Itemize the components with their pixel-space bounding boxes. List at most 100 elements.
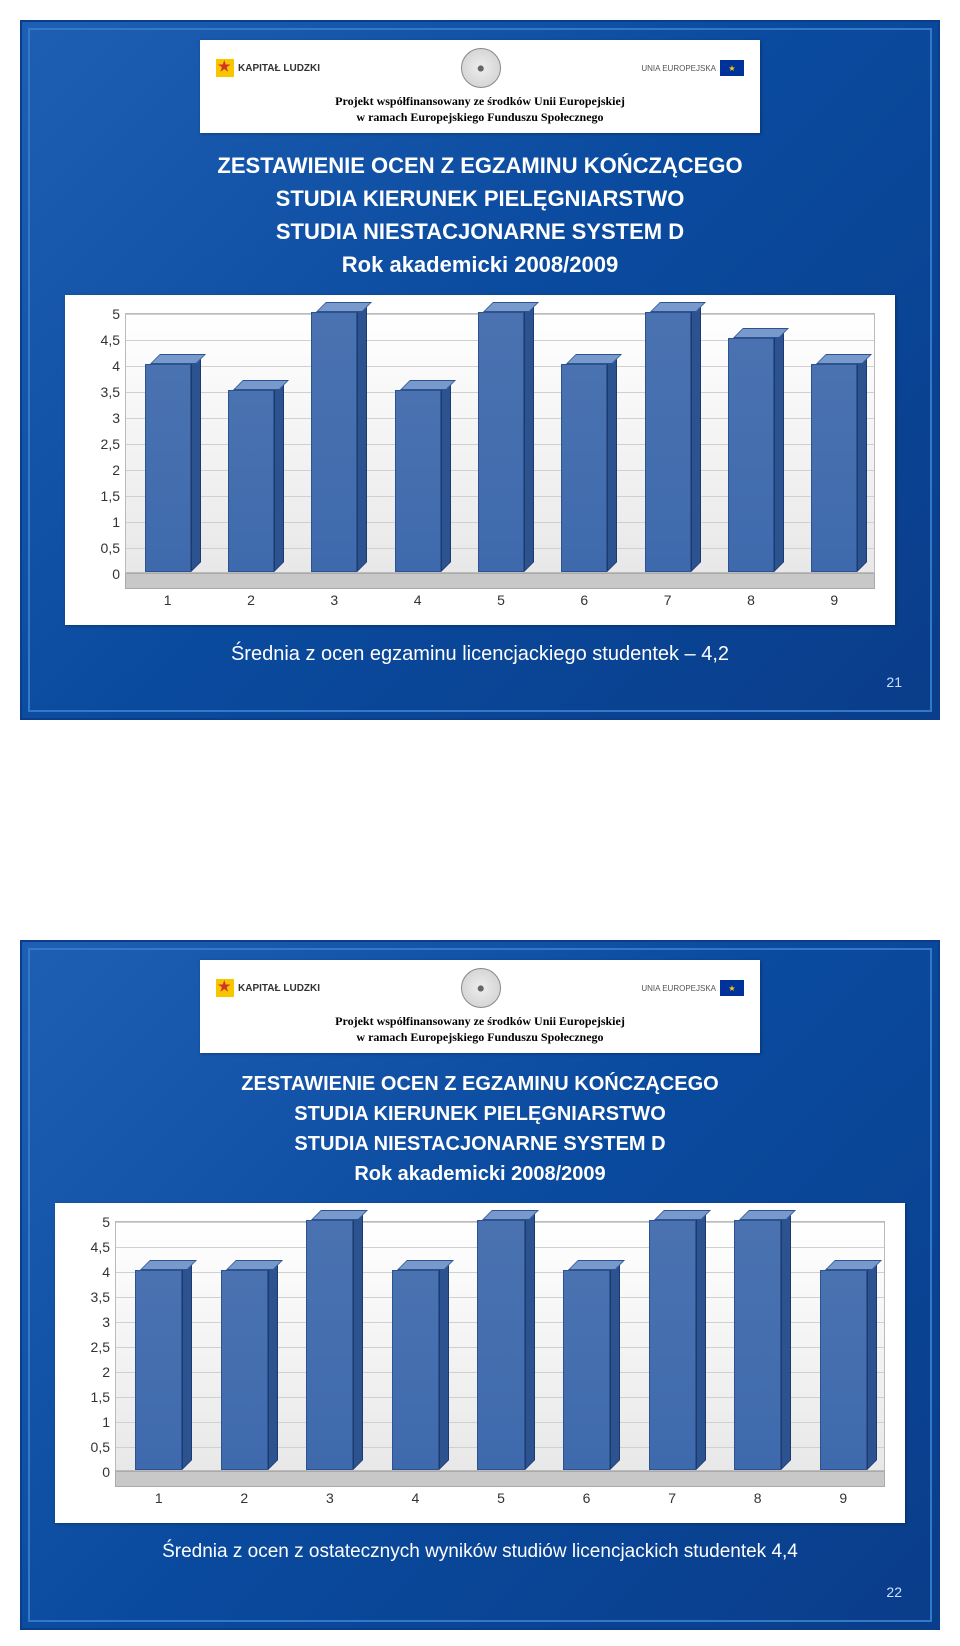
header-logos: KAPITAŁ LUDZKI ⬤ UNIA EUROPEJSKA ★ [216,48,744,88]
x-axis-label: 4 [414,592,422,608]
y-axis-label: 2,5 [101,436,126,452]
chart-bar [728,338,774,572]
y-axis-label: 2 [102,1364,116,1380]
y-axis-label: 0 [102,1464,116,1480]
chart-bar [649,1220,696,1470]
x-axis-label: 3 [326,1490,334,1506]
x-axis-label: 3 [330,592,338,608]
chart-bar [820,1270,867,1470]
logo-eu-2: UNIA EUROPEJSKA ★ [641,980,744,996]
x-axis-label: 8 [754,1490,762,1506]
slide-1: KAPITAŁ LUDZKI ⬤ UNIA EUROPEJSKA ★ Proje… [20,20,940,720]
y-axis-label: 1 [102,1414,116,1430]
y-axis-label: 1,5 [91,1389,116,1405]
y-axis-label: 4,5 [101,332,126,348]
y-axis-label: 0 [112,566,126,582]
x-axis-label: 7 [668,1490,676,1506]
header-line1-2: Projekt współfinansowany ze środków Unii… [216,1014,744,1030]
chart-bar [145,364,191,572]
x-axis-label: 7 [664,592,672,608]
header-box: KAPITAŁ LUDZKI ⬤ UNIA EUROPEJSKA ★ Proje… [200,40,760,133]
logo-left-text-2: KAPITAŁ LUDZKI [238,983,320,994]
x-axis-label: 1 [164,592,172,608]
slide-2: KAPITAŁ LUDZKI ⬤ UNIA EUROPEJSKA ★ Proje… [20,940,940,1630]
chart-bar [306,1220,353,1470]
header-line1: Projekt współfinansowany ze środków Unii… [216,94,744,110]
logo-left-text: KAPITAŁ LUDZKI [238,63,320,74]
chart-bar [563,1270,610,1470]
title-line: STUDIA KIERUNEK PIELĘGNIARSTWO [30,1099,930,1129]
y-axis-label: 3 [102,1314,116,1330]
chart-bar [477,1220,524,1470]
y-axis-label: 5 [102,1214,116,1230]
slide-1-footer: Średnia z ocen egzaminu licencjackiego s… [30,643,930,666]
title-line: ZESTAWIENIE OCEN Z EGZAMINU KOŃCZĄCEGO [30,149,930,182]
chart-floor [115,1471,885,1487]
y-axis-label: 3,5 [101,384,126,400]
y-axis-label: 3 [112,410,126,426]
y-axis-label: 2 [112,462,126,478]
page-number-1: 21 [886,674,902,690]
chart-bar [395,390,441,572]
title-line: Rok akademicki 2008/2009 [30,1159,930,1189]
slide-2-inner: KAPITAŁ LUDZKI ⬤ UNIA EUROPEJSKA ★ Proje… [28,948,932,1622]
chart-bar [811,364,857,572]
star-icon-2 [216,979,234,997]
title-line: STUDIA KIERUNEK PIELĘGNIARSTWO [30,182,930,215]
slide-2-title: ZESTAWIENIE OCEN Z EGZAMINU KOŃCZĄCEGOST… [30,1069,930,1189]
chart-bar [228,390,274,572]
y-axis-label: 0,5 [101,540,126,556]
chart-bar [478,312,524,572]
y-axis-label: 1,5 [101,488,126,504]
x-axis-label: 5 [497,592,505,608]
chart-floor [125,573,875,589]
academy-seal-icon: ⬤ [461,48,501,88]
y-axis-label: 4,5 [91,1239,116,1255]
title-line: ZESTAWIENIE OCEN Z EGZAMINU KOŃCZĄCEGO [30,1069,930,1099]
logo-eu: UNIA EUROPEJSKA ★ [641,60,744,76]
slide-1-title: ZESTAWIENIE OCEN Z EGZAMINU KOŃCZĄCEGOST… [30,149,930,281]
title-line: STUDIA NIESTACJONARNE SYSTEM D [30,1129,930,1159]
chart-bar [221,1270,268,1470]
logo-kapital-ludzki: KAPITAŁ LUDZKI [216,59,320,77]
slide-2-footer: Średnia z ocen z ostatecznych wyników st… [30,1541,930,1563]
slide-2-chart: 00,511,522,533,544,55123456789 [55,1203,905,1523]
footer-text-1: Średnia z ocen egzaminu licencjackiego s… [231,643,729,665]
logo-kapital-ludzki-2: KAPITAŁ LUDZKI [216,979,320,997]
x-axis-label: 1 [155,1490,163,1506]
x-axis-label: 4 [412,1490,420,1506]
chart-bar [561,364,607,572]
header-box-2: KAPITAŁ LUDZKI ⬤ UNIA EUROPEJSKA ★ Proje… [200,960,760,1053]
x-axis-label: 6 [580,592,588,608]
eu-flag-icon-2: ★ [720,980,744,996]
chart-plot-area: 00,511,522,533,544,55123456789 [115,1221,885,1471]
header-line2-2: w ramach Europejskiego Funduszu Społeczn… [216,1030,744,1046]
x-axis-label: 5 [497,1490,505,1506]
chart-bar [734,1220,781,1470]
x-axis-label: 9 [839,1490,847,1506]
footer-text-2: Średnia z ocen z ostatecznych wyników st… [162,1541,798,1562]
logo-right-text-2: UNIA EUROPEJSKA [641,984,716,993]
header-logos-2: KAPITAŁ LUDZKI ⬤ UNIA EUROPEJSKA ★ [216,968,744,1008]
slide-1-inner: KAPITAŁ LUDZKI ⬤ UNIA EUROPEJSKA ★ Proje… [28,28,932,712]
title-line: STUDIA NIESTACJONARNE SYSTEM D [30,215,930,248]
chart-bar [311,312,357,572]
chart-plot-area: 00,511,522,533,544,55123456789 [125,313,875,573]
chart-bar [645,312,691,572]
x-axis-label: 6 [583,1490,591,1506]
header-line2: w ramach Europejskiego Funduszu Społeczn… [216,110,744,126]
eu-flag-icon: ★ [720,60,744,76]
x-axis-label: 9 [830,592,838,608]
y-axis-label: 4 [102,1264,116,1280]
chart-bar [135,1270,182,1470]
x-axis-label: 2 [247,592,255,608]
logo-right-text: UNIA EUROPEJSKA [641,64,716,73]
star-icon [216,59,234,77]
slide-1-chart: 00,511,522,533,544,55123456789 [65,295,895,625]
y-axis-label: 2,5 [91,1339,116,1355]
y-axis-label: 0,5 [91,1439,116,1455]
x-axis-label: 2 [240,1490,248,1506]
page-number-2: 22 [886,1584,902,1600]
academy-seal-icon-2: ⬤ [461,968,501,1008]
chart-bar [392,1270,439,1470]
